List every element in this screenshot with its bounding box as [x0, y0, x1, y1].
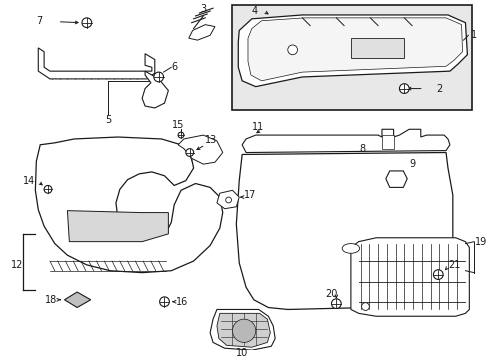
Text: 3: 3 [200, 4, 206, 14]
Circle shape [178, 132, 183, 138]
FancyBboxPatch shape [232, 5, 471, 110]
Polygon shape [238, 15, 467, 87]
Polygon shape [178, 135, 223, 164]
Polygon shape [142, 71, 168, 108]
Circle shape [185, 149, 193, 156]
Circle shape [361, 303, 368, 310]
Polygon shape [64, 292, 90, 307]
Text: 1: 1 [470, 30, 476, 40]
Polygon shape [236, 153, 452, 310]
Polygon shape [350, 238, 468, 316]
Circle shape [232, 319, 255, 342]
Circle shape [154, 72, 163, 82]
Polygon shape [188, 24, 215, 40]
Ellipse shape [342, 244, 359, 253]
Bar [350, 38, 404, 58]
Text: 12: 12 [11, 260, 23, 270]
Text: 7: 7 [36, 16, 42, 26]
Text: 6: 6 [171, 62, 177, 72]
Text: 21: 21 [447, 260, 459, 270]
Circle shape [287, 45, 297, 55]
Polygon shape [67, 211, 168, 242]
Circle shape [432, 270, 442, 279]
Circle shape [44, 185, 52, 193]
Text: 16: 16 [176, 297, 188, 307]
Polygon shape [217, 313, 270, 347]
Polygon shape [38, 48, 155, 79]
Text: 18: 18 [45, 295, 57, 305]
Polygon shape [217, 190, 239, 209]
Text: 10: 10 [236, 348, 248, 358]
Text: 5: 5 [105, 114, 111, 125]
Text: 8: 8 [359, 144, 365, 154]
Text: 20: 20 [325, 289, 337, 299]
Text: 17: 17 [244, 190, 256, 200]
Bar [381, 135, 393, 149]
Text: 19: 19 [474, 237, 487, 247]
Text: 11: 11 [251, 122, 264, 132]
Circle shape [159, 297, 169, 307]
Polygon shape [210, 310, 275, 350]
Polygon shape [35, 137, 223, 273]
Circle shape [225, 197, 231, 203]
Text: 15: 15 [172, 120, 184, 130]
Text: 9: 9 [408, 159, 414, 169]
Text: 2: 2 [435, 84, 442, 94]
Text: 14: 14 [23, 176, 35, 186]
Polygon shape [247, 18, 462, 81]
Polygon shape [385, 171, 407, 188]
Circle shape [399, 84, 408, 94]
Circle shape [82, 18, 91, 28]
Text: 4: 4 [251, 6, 258, 16]
Circle shape [331, 299, 341, 309]
Text: 13: 13 [205, 135, 217, 145]
Polygon shape [242, 129, 449, 153]
